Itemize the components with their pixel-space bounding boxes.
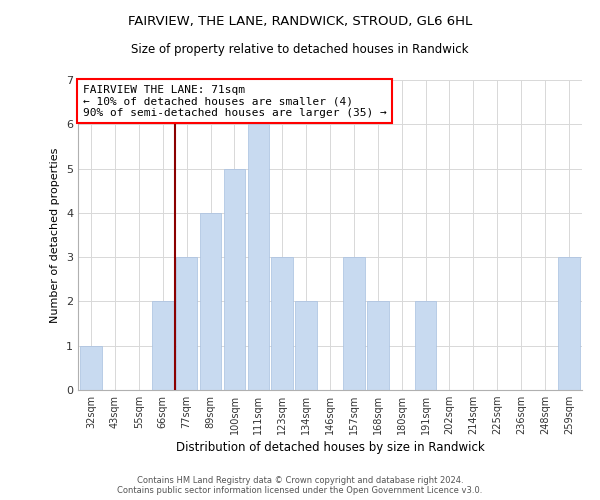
Text: FAIRVIEW, THE LANE, RANDWICK, STROUD, GL6 6HL: FAIRVIEW, THE LANE, RANDWICK, STROUD, GL… — [128, 15, 472, 28]
Bar — [295, 302, 317, 390]
Bar — [152, 302, 173, 390]
Bar — [558, 257, 580, 390]
Bar — [176, 257, 197, 390]
Bar — [248, 124, 269, 390]
Bar — [200, 213, 221, 390]
Bar — [80, 346, 102, 390]
Y-axis label: Number of detached properties: Number of detached properties — [50, 148, 61, 322]
Text: Contains HM Land Registry data © Crown copyright and database right 2024.
Contai: Contains HM Land Registry data © Crown c… — [118, 476, 482, 495]
Bar — [271, 257, 293, 390]
Bar — [224, 168, 245, 390]
Bar — [343, 257, 365, 390]
Bar — [367, 302, 389, 390]
Text: Size of property relative to detached houses in Randwick: Size of property relative to detached ho… — [131, 42, 469, 56]
Text: FAIRVIEW THE LANE: 71sqm
← 10% of detached houses are smaller (4)
90% of semi-de: FAIRVIEW THE LANE: 71sqm ← 10% of detach… — [83, 84, 387, 118]
Bar — [415, 302, 436, 390]
X-axis label: Distribution of detached houses by size in Randwick: Distribution of detached houses by size … — [176, 442, 484, 454]
